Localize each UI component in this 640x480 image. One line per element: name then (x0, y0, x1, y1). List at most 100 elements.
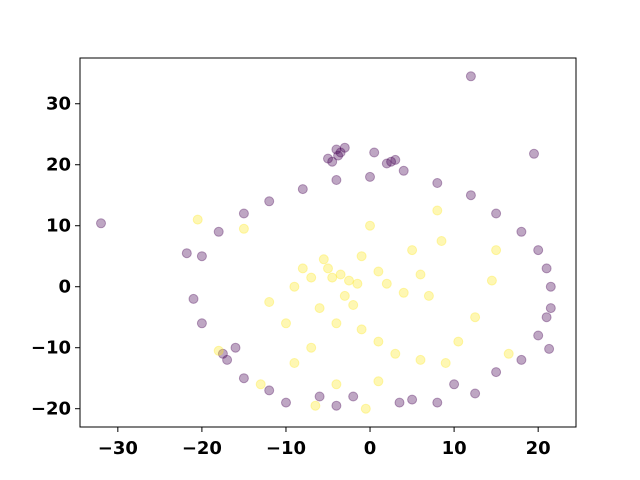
scatter-point-s1-22 (440, 358, 451, 368)
scatter-point-s0-32 (491, 367, 502, 378)
scatter-point-s1-13 (314, 303, 325, 314)
x-axis: −30 −20 −10 0 10 20 (98, 427, 551, 459)
scatter-point-s1-2 (238, 223, 249, 234)
scatter-point-s1-25 (486, 275, 497, 286)
scatter-point-s0-49 (213, 226, 224, 237)
y-tick-label: 0 (58, 277, 71, 298)
scatter-point-s0-24 (230, 342, 241, 353)
x-tick-label: −10 (266, 438, 306, 459)
scatter-point-s1-30 (356, 251, 367, 262)
scatter-point-s0-48 (238, 208, 249, 219)
scatter-point-s1-20 (390, 348, 401, 359)
scatter-point-s1-12 (348, 300, 359, 310)
scatter-point-s1-43 (310, 400, 321, 411)
scatter-point-s0-41 (465, 190, 476, 201)
scatter-point-s0-3 (331, 144, 342, 155)
scatter-point-s0-17 (394, 397, 405, 408)
scatter-point-s0-10 (390, 154, 401, 165)
scatter-point-s0-21 (196, 318, 207, 329)
scatter-point-s1-19 (373, 336, 384, 347)
scatter-point-s0-27 (281, 397, 291, 408)
scatter-point-s0-13 (545, 303, 556, 314)
scatter-point-s0-36 (545, 281, 556, 292)
scatter-point-s1-40 (491, 245, 502, 256)
scatter-point-s0-22 (217, 348, 228, 359)
scatter-point-s0-14 (544, 343, 555, 354)
scatter-point-s0-37 (541, 263, 552, 274)
scatter-point-s0-8 (369, 147, 380, 158)
scatter-point-s1-37 (281, 318, 291, 329)
scatter-point-s0-43 (398, 165, 409, 176)
scatter-point-s0-12 (333, 150, 344, 161)
scatter-point-s0-31 (449, 379, 460, 390)
scatter-point-s0-11 (381, 158, 392, 169)
y-axis: −20 −10 0 10 20 30 (31, 94, 80, 420)
scatter-point-s1-24 (470, 312, 481, 323)
scatter-point-s0-50 (196, 251, 207, 262)
scatter-point-s0-19 (181, 248, 192, 259)
y-tick-label: −10 (31, 338, 71, 359)
scatter-point-s0-7 (339, 142, 350, 153)
scatter-point-s0-5 (323, 153, 333, 164)
scatter-point-s0-34 (533, 330, 544, 341)
scatter-point-s0-20 (188, 293, 199, 304)
scatter-point-s0-28 (314, 391, 325, 402)
scatter-point-s1-39 (503, 348, 514, 359)
scatter-point-s0-30 (407, 394, 418, 405)
scatter-point-s0-15 (470, 388, 481, 399)
scatter-point-s1-29 (365, 220, 375, 231)
scatter-point-s0-44 (365, 171, 375, 182)
y-tick-label: −20 (31, 399, 71, 420)
scatter-point-s0-47 (264, 196, 275, 207)
scatter-point-s1-26 (432, 205, 443, 216)
scatter-point-s0-0 (465, 71, 476, 82)
scatter-point-s1-6 (323, 263, 333, 274)
scatter-point-s0-26 (264, 385, 275, 396)
scatter-point-s0-23 (222, 354, 233, 365)
scatter-point-s0-39 (516, 226, 527, 237)
plot-area-frame (79, 57, 577, 428)
scatter-point-s0-18 (432, 397, 443, 408)
scatter-point-s0-35 (541, 312, 552, 323)
scatter-point-s0-6 (327, 156, 338, 167)
scatter-point-s0-33 (516, 354, 527, 365)
scatter-point-s1-16 (289, 281, 300, 292)
scatter-point-s0-25 (238, 373, 249, 384)
scatter-point-s1-9 (344, 275, 354, 286)
scatter-point-s1-38 (264, 297, 275, 307)
scatter-point-s1-10 (352, 278, 363, 289)
points-layer (96, 71, 556, 414)
scatter-point-s1-27 (436, 236, 447, 246)
scatter-point-s1-44 (373, 376, 384, 387)
scatter-point-s1-17 (331, 318, 342, 329)
scatter-point-s0-29 (348, 391, 359, 402)
scatter-point-s1-23 (453, 336, 464, 347)
scatter-point-s0-2 (529, 148, 539, 159)
scatter-point-s1-11 (339, 290, 350, 301)
scatter-point-s1-7 (327, 272, 338, 283)
scatter-point-s1-15 (297, 263, 308, 274)
x-tick-label: 0 (364, 438, 377, 459)
y-tick-label: 20 (46, 155, 71, 176)
scatter-point-s1-28 (407, 245, 418, 256)
x-tick-label: −30 (98, 438, 138, 459)
scatter-point-s1-21 (415, 354, 426, 365)
y-tick-label: 10 (46, 216, 71, 237)
x-tick-label: −20 (182, 438, 222, 459)
scatter-point-s1-18 (356, 324, 367, 335)
scatter-point-s1-33 (398, 287, 409, 298)
y-tick-label: 30 (46, 94, 71, 115)
scatter-point-s1-0 (192, 214, 203, 225)
scatter-point-s0-45 (331, 175, 342, 185)
scatter-point-s0-4 (335, 147, 346, 158)
scatter-point-s1-32 (381, 278, 392, 289)
scatter-point-s1-41 (423, 290, 434, 301)
scatter-point-s0-38 (533, 245, 544, 256)
scatter-point-s0-42 (432, 178, 443, 188)
scatter-point-s0-46 (297, 184, 308, 195)
x-tick-label: 20 (526, 438, 551, 459)
scatter-point-s1-31 (373, 266, 384, 277)
scatter-point-s1-5 (318, 254, 329, 265)
